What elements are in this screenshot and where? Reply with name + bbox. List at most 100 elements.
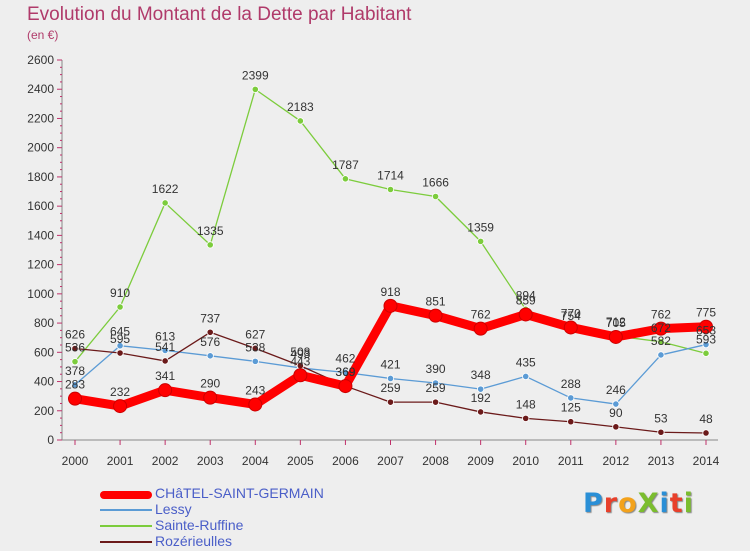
data-point [608,329,623,344]
x-tick-label: 2007 [377,454,404,468]
data-label: 246 [606,383,626,397]
data-label: 192 [471,391,491,405]
data-label: 48 [699,412,713,426]
data-point [477,408,485,416]
data-point [522,414,530,422]
data-point [293,368,308,383]
data-label: 1335 [197,224,224,238]
data-label: 737 [200,311,220,325]
legend-swatch-rozerieulles [100,541,152,543]
data-point [657,338,665,346]
data-label: 536 [65,341,85,355]
legend-swatch-sainte-ruffine [100,525,152,527]
x-tick-label: 2004 [242,454,269,468]
data-label: 1622 [152,182,179,196]
y-tick-label: 2000 [27,141,54,155]
y-tick-label: 200 [34,404,54,418]
data-point [161,357,169,365]
chart-subtitle: (en €) [27,28,59,42]
data-label: 576 [200,335,220,349]
data-point [251,357,259,365]
data-point [653,321,668,336]
y-tick-label: 0 [47,433,54,447]
data-label: 645 [110,325,130,339]
data-point [477,237,485,245]
data-point [699,319,713,334]
data-point [206,241,214,249]
logo-letter: r [603,488,619,519]
data-point [431,192,440,201]
data-point [702,429,710,437]
data-point [567,418,575,426]
data-point [161,346,169,355]
data-label: 435 [516,355,536,369]
data-point [71,381,79,389]
data-label: 1359 [467,220,494,234]
data-label: 712 [606,315,626,329]
y-tick-label: 1800 [27,170,54,184]
data-point [522,372,530,381]
data-label: 754 [561,309,581,323]
logo-letter: X [637,488,660,519]
data-label: 1787 [332,158,359,172]
data-label: 259 [380,381,400,395]
data-label: 910 [110,286,130,300]
x-tick-label: 2013 [648,454,675,468]
data-point [386,185,395,194]
y-tick-label: 1400 [27,228,54,242]
data-point [612,423,620,431]
data-label: 283 [65,378,85,392]
data-point [428,308,443,323]
x-tick-label: 2009 [467,454,494,468]
data-point [206,328,214,336]
data-point [206,352,214,360]
legend-label-rozerieulles: Rozérieulles [155,533,233,549]
data-label: 148 [516,397,536,411]
x-tick-label: 2006 [332,454,359,468]
data-label: 538 [245,340,265,354]
x-tick-label: 2008 [422,454,449,468]
data-point [248,397,263,412]
y-tick-label: 1600 [27,199,54,213]
data-point [116,349,124,357]
legend-swatch-chatel-saint-germain [100,491,152,499]
data-label: 290 [200,377,220,391]
x-tick-label: 2005 [287,454,314,468]
data-label: 369 [335,365,355,379]
data-label: 582 [651,334,671,348]
data-point [116,303,124,311]
data-point [338,379,353,394]
data-label: 626 [65,328,85,342]
x-tick-label: 2014 [693,454,720,468]
data-point [296,117,304,125]
legend-label-lessy: Lessy [155,501,192,517]
data-label: 259 [426,381,446,395]
data-label: 125 [561,401,581,415]
data-point [612,400,620,408]
y-tick-label: 400 [34,375,54,389]
y-tick-label: 2600 [27,53,54,67]
data-label: 653 [696,324,716,338]
data-point [477,385,485,393]
data-point [431,398,440,406]
x-tick-label: 2011 [558,454,584,468]
data-point [383,298,398,313]
y-tick-label: 1200 [27,258,54,272]
data-label: 508 [290,345,310,359]
data-point [161,199,169,207]
chart-title: Evolution du Montant de la Dette par Hab… [27,4,412,25]
data-point [702,349,710,357]
x-tick-label: 2003 [197,454,224,468]
data-label: 348 [471,368,491,382]
data-label: 541 [155,340,175,354]
data-point [341,175,350,183]
logo-letter: P [583,488,604,519]
data-point [68,391,82,406]
data-point [567,394,575,402]
data-label: 672 [651,321,671,335]
data-label: 1714 [377,168,404,182]
data-label: 369 [335,365,355,379]
y-tick-label: 1000 [27,287,54,301]
x-tick-label: 2002 [152,454,179,468]
